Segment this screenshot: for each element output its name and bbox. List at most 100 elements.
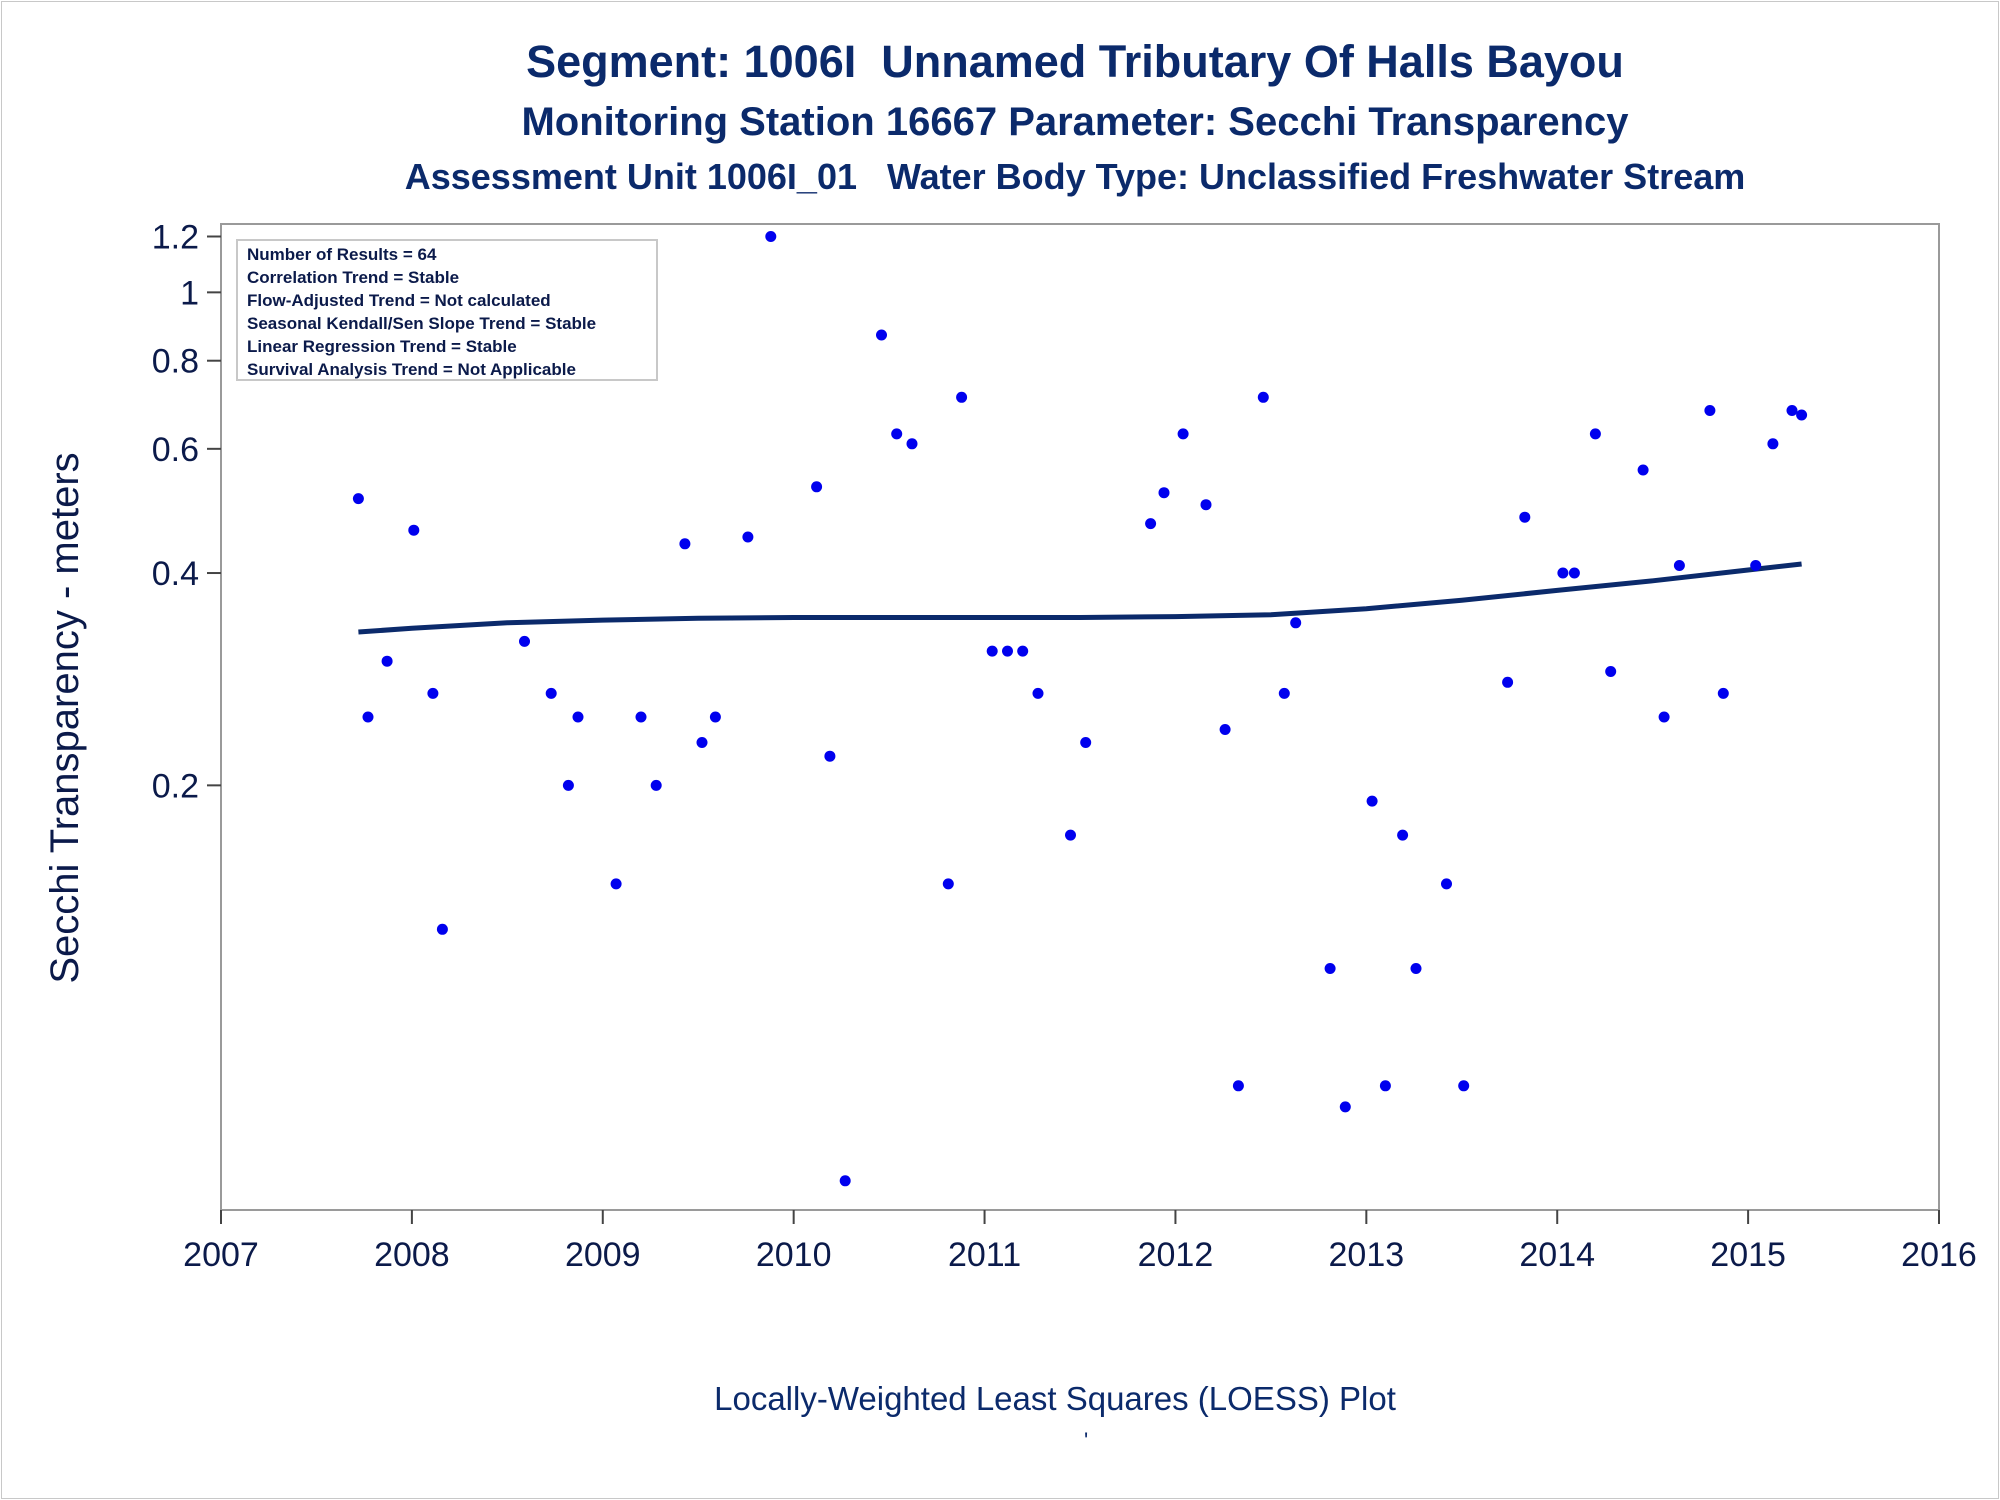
plot-area bbox=[220, 223, 1940, 1211]
data-point bbox=[1145, 518, 1157, 530]
data-point bbox=[545, 687, 557, 699]
data-point bbox=[1796, 409, 1808, 421]
data-point bbox=[1568, 567, 1580, 579]
data-point bbox=[1290, 617, 1302, 629]
data-point bbox=[1502, 676, 1514, 688]
y-tick-label: 0.8 bbox=[152, 343, 199, 381]
stats-box-line: Flow-Adjusted Trend = Not calculated bbox=[247, 291, 551, 310]
data-point bbox=[1589, 428, 1601, 440]
x-tick-label: 2008 bbox=[374, 1236, 450, 1274]
chart-subtitle-2: Assessment Unit 1006I_01 Water Body Type… bbox=[404, 156, 1746, 197]
data-point bbox=[839, 1175, 851, 1187]
y-axis-label: Secchi Transparency - meters bbox=[43, 452, 87, 983]
data-point bbox=[1219, 724, 1231, 735]
footnote: Locally-Weighted Least Squares (LOESS) P… bbox=[714, 1380, 1396, 1417]
stats-box-line: Correlation Trend = Stable bbox=[247, 268, 459, 287]
data-point bbox=[1002, 645, 1013, 657]
data-point bbox=[562, 779, 574, 791]
data-point bbox=[765, 231, 777, 242]
data-point bbox=[1366, 795, 1378, 807]
data-point bbox=[1750, 560, 1762, 571]
data-point bbox=[381, 655, 393, 667]
data-point bbox=[709, 711, 721, 723]
data-point bbox=[1200, 499, 1212, 511]
x-tick-label: 2012 bbox=[1138, 1236, 1214, 1274]
data-point bbox=[1032, 687, 1044, 699]
x-tick-label: 2015 bbox=[1710, 1236, 1786, 1274]
y-tick-label: 0.4 bbox=[152, 555, 199, 593]
y-axis: 1.2 1 0.8 0.6 0.4 0.2 bbox=[152, 219, 221, 805]
stats-box-line: Linear Regression Trend = Stable bbox=[247, 337, 517, 356]
data-point bbox=[679, 538, 691, 550]
data-point bbox=[650, 779, 662, 791]
x-tick-label: 2007 bbox=[183, 1236, 259, 1274]
data-point bbox=[1519, 511, 1531, 523]
data-point bbox=[1158, 487, 1170, 499]
data-point bbox=[362, 711, 374, 723]
data-point bbox=[1637, 464, 1649, 476]
x-tick-label: 2014 bbox=[1519, 1236, 1595, 1274]
y-tick-label: 1.2 bbox=[152, 219, 199, 257]
data-point bbox=[1177, 428, 1189, 440]
chart-title: Segment: 1006I Unnamed Tributary Of Hall… bbox=[526, 36, 1624, 87]
data-point bbox=[1397, 829, 1409, 841]
loess-line bbox=[358, 561, 1802, 635]
data-point bbox=[824, 750, 836, 762]
data-point bbox=[906, 438, 918, 450]
data-point bbox=[1017, 645, 1029, 657]
data-point bbox=[1339, 1101, 1351, 1113]
data-point bbox=[427, 687, 439, 699]
data-point bbox=[1257, 391, 1269, 403]
data-point bbox=[1065, 829, 1076, 841]
data-point bbox=[1605, 666, 1617, 677]
data-point bbox=[1704, 405, 1716, 416]
chart-subtitle: Monitoring Station 16667 Parameter: Secc… bbox=[521, 100, 1629, 144]
data-point bbox=[572, 711, 584, 723]
data-point bbox=[696, 737, 708, 748]
x-tick-label: 2010 bbox=[756, 1236, 832, 1274]
y-tick-label: 1 bbox=[180, 274, 199, 312]
data-point bbox=[1232, 1080, 1244, 1092]
data-point bbox=[1786, 405, 1798, 416]
stats-box-line: Survival Analysis Trend = Not Applicable bbox=[247, 360, 576, 379]
data-point bbox=[876, 329, 887, 341]
data-point bbox=[1673, 560, 1685, 571]
data-point bbox=[519, 635, 530, 647]
data-point bbox=[742, 531, 754, 543]
x-tick-label: 2016 bbox=[1901, 1236, 1977, 1274]
data-point bbox=[1324, 963, 1336, 974]
data-point bbox=[408, 524, 420, 536]
data-point bbox=[1458, 1080, 1470, 1092]
footnote-mark: ' bbox=[1084, 1428, 1089, 1453]
data-point bbox=[1080, 737, 1092, 748]
data-point bbox=[1441, 878, 1452, 890]
data-point bbox=[811, 481, 823, 493]
x-axis: 2007 2008 2009 2010 2011 2012 2013 2014 2015 2016 bbox=[183, 1210, 1977, 1274]
x-tick-label: 2009 bbox=[565, 1236, 641, 1274]
stats-box-line: Number of Results = 64 bbox=[247, 245, 437, 264]
data-point bbox=[635, 711, 647, 723]
data-point bbox=[1717, 687, 1729, 699]
data-point bbox=[1767, 438, 1779, 450]
y-axis-label-group: Secchi Transparency - meters bbox=[43, 452, 87, 983]
stats-box-line: Seasonal Kendall/Sen Slope Trend = Stabl… bbox=[247, 314, 596, 333]
data-point bbox=[1278, 687, 1290, 699]
data-point bbox=[610, 878, 622, 890]
data-point bbox=[1379, 1080, 1391, 1092]
data-point bbox=[956, 391, 968, 403]
y-tick-label: 0.6 bbox=[152, 431, 199, 469]
data-point bbox=[1557, 567, 1569, 579]
stats-box: Number of Results = 64 Correlation Trend … bbox=[236, 239, 658, 381]
data-point bbox=[352, 493, 364, 505]
x-tick-label: 2013 bbox=[1329, 1236, 1405, 1274]
points-series bbox=[352, 231, 1808, 1187]
loess-series bbox=[358, 561, 1802, 635]
data-point bbox=[942, 878, 954, 890]
data-point bbox=[1658, 711, 1670, 723]
data-point bbox=[986, 645, 998, 657]
data-point bbox=[891, 428, 903, 440]
x-tick-label: 2011 bbox=[948, 1236, 1021, 1274]
data-point bbox=[1410, 963, 1422, 974]
